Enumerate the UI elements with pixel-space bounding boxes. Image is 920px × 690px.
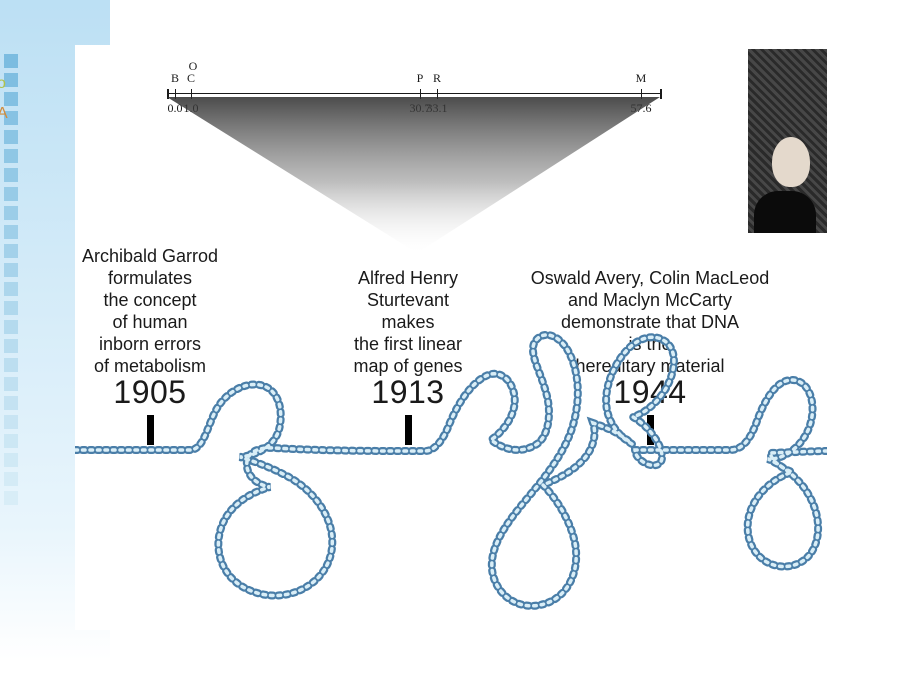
timeline-event-line: Alfred Henry bbox=[268, 267, 548, 289]
timeline-event: Oswald Avery, Colin MacLeodand Maclyn Mc… bbox=[510, 267, 790, 403]
photo-shoulders bbox=[754, 191, 816, 233]
timeline-event-line: Oswald Avery, Colin MacLeod bbox=[510, 267, 790, 289]
obscured-glyph: A bbox=[0, 105, 8, 123]
timeline-event-line: is the bbox=[510, 333, 790, 355]
timeline-event-line: makes bbox=[268, 311, 548, 333]
timeline-event: Alfred HenrySturtevantmakesthe first lin… bbox=[268, 267, 548, 403]
slide-canvas: B0.0CO1.0P30.7R33.1M57.6 Archibald Garro… bbox=[75, 45, 827, 630]
timeline-event: Archibald Garrodformulatesthe conceptof … bbox=[10, 245, 290, 403]
timeline-event-line: Archibald Garrod bbox=[10, 245, 290, 267]
decorative-square bbox=[4, 491, 18, 505]
timeline-tick bbox=[147, 415, 154, 445]
decorative-square bbox=[4, 187, 18, 201]
timeline-event-line: inborn errors bbox=[10, 333, 290, 355]
timeline-event-line: and Maclyn McCarty bbox=[510, 289, 790, 311]
decorative-square bbox=[4, 472, 18, 486]
timeline-event-year: 1913 bbox=[268, 381, 548, 403]
decorative-square bbox=[4, 206, 18, 220]
decorative-square bbox=[4, 415, 18, 429]
timeline-event-line: the first linear bbox=[268, 333, 548, 355]
historical-photo bbox=[748, 49, 827, 233]
decorative-square bbox=[4, 225, 18, 239]
timeline-event-line: Sturtevant bbox=[268, 289, 548, 311]
timeline-event-line: of human bbox=[10, 311, 290, 333]
decorative-square bbox=[4, 149, 18, 163]
obscured-glyph: o bbox=[0, 75, 8, 93]
decorative-square bbox=[4, 434, 18, 448]
decorative-square bbox=[4, 54, 18, 68]
timeline-event-line: the concept bbox=[10, 289, 290, 311]
timeline-event-year: 1905 bbox=[10, 381, 290, 403]
obscured-slide-graphic: o A bbox=[0, 75, 8, 123]
timeline-tick bbox=[405, 415, 412, 445]
decorative-square bbox=[4, 168, 18, 182]
decorative-square bbox=[4, 130, 18, 144]
timeline-event-year: 1944 bbox=[510, 381, 790, 403]
decorative-square bbox=[4, 453, 18, 467]
timeline-event-line: formulates bbox=[10, 267, 290, 289]
photo-face-silhouette bbox=[772, 137, 810, 187]
timeline-tick bbox=[647, 415, 654, 445]
timeline-event-line: demonstrate that DNA bbox=[510, 311, 790, 333]
